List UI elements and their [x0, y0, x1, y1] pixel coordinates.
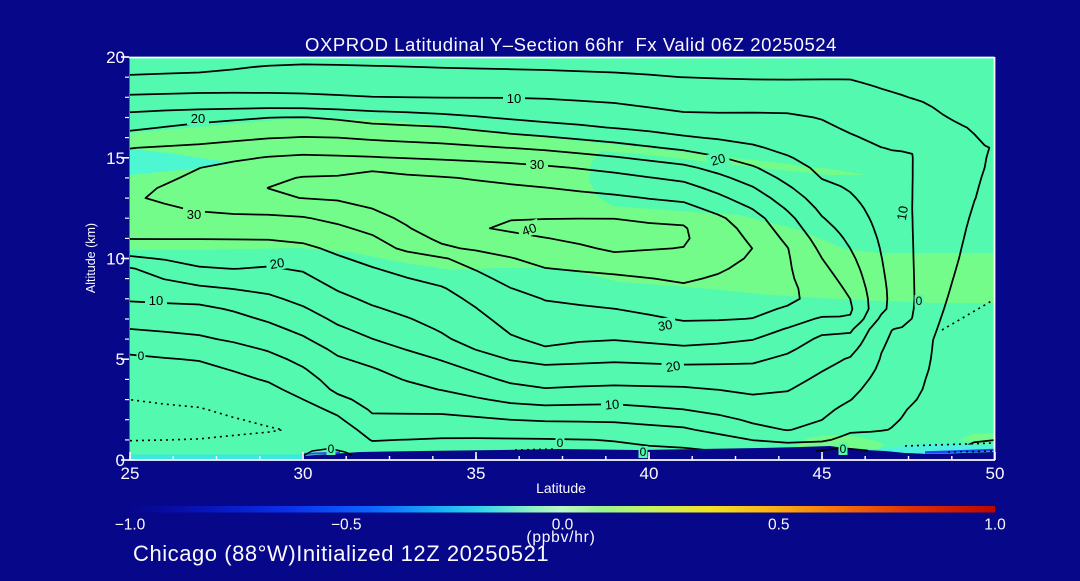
svg-text:45: 45 [813, 464, 832, 483]
svg-text:10: 10 [894, 205, 911, 222]
svg-text:5: 5 [116, 350, 125, 369]
svg-text:0.0: 0.0 [552, 517, 574, 534]
svg-text:Altitude (km): Altitude (km) [84, 223, 98, 293]
svg-text:30: 30 [294, 464, 313, 483]
svg-text:−0.5: −0.5 [331, 517, 362, 534]
svg-text:40: 40 [640, 464, 659, 483]
svg-text:35: 35 [467, 464, 486, 483]
svg-text:30: 30 [530, 157, 544, 172]
svg-text:0: 0 [640, 445, 647, 459]
svg-text:1.0: 1.0 [984, 517, 1006, 534]
svg-text:50: 50 [986, 464, 1005, 483]
svg-text:0: 0 [840, 442, 847, 456]
svg-text:0: 0 [138, 349, 145, 363]
svg-text:0.5: 0.5 [768, 517, 790, 534]
svg-text:20: 20 [269, 255, 286, 272]
svg-text:Chicago (88°W)Initialized 12Z: Chicago (88°W)Initialized 12Z 20250521 [133, 541, 549, 566]
svg-text:20: 20 [665, 358, 682, 375]
svg-text:20: 20 [709, 150, 727, 168]
svg-text:Latitude: Latitude [536, 480, 586, 496]
svg-text:30: 30 [657, 317, 674, 334]
svg-text:0: 0 [557, 436, 564, 450]
svg-text:OXPROD Latitudinal Y–Section 6: OXPROD Latitudinal Y–Section 66hr Fx Val… [305, 34, 837, 55]
svg-text:0: 0 [116, 451, 125, 470]
svg-text:10: 10 [149, 293, 163, 308]
svg-text:10: 10 [507, 91, 521, 106]
svg-text:0: 0 [328, 442, 335, 456]
svg-text:40: 40 [520, 220, 539, 239]
svg-text:(ppbv/hr): (ppbv/hr) [526, 529, 595, 546]
svg-text:−1.0: −1.0 [115, 517, 146, 534]
svg-text:10: 10 [604, 396, 620, 412]
svg-text:20: 20 [191, 111, 205, 126]
svg-text:20: 20 [106, 48, 125, 67]
svg-text:0: 0 [916, 294, 923, 308]
svg-text:15: 15 [106, 149, 125, 168]
svg-text:10: 10 [106, 250, 125, 269]
svg-text:25: 25 [121, 464, 140, 483]
svg-text:30: 30 [187, 207, 201, 222]
